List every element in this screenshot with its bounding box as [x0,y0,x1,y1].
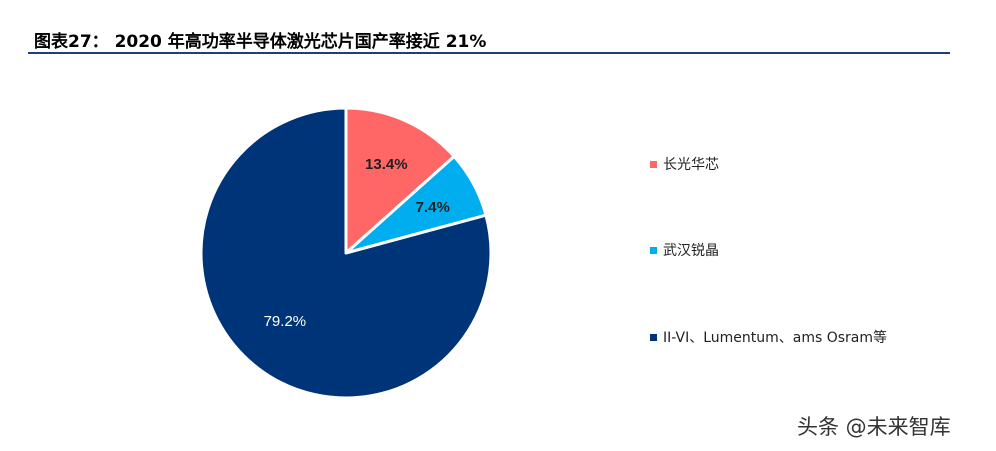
legend-swatch [650,246,657,254]
pie-slice-changguang [344,106,456,255]
pie-slices [199,106,493,400]
slice-label-wuhan-ruijing: 7.4% [416,199,450,216]
pie-slice-overseas [199,106,493,400]
legend-label: 长光华芯 [663,157,719,173]
title-underline [28,52,950,54]
chart-title: 图表27： 2020 年高功率半导体激光芯片国产率接近 21% [34,32,487,52]
legend-label: II-VI、Lumentum、ams Osram等 [663,330,887,346]
watermark: 头条 @未来智库 [797,415,951,439]
legend-label: 武汉锐晶 [663,243,719,259]
slice-label-changguang: 13.4% [365,156,408,173]
legend-swatch [650,160,657,168]
slice-label-overseas: 79.2% [264,313,307,330]
legend-item-wuhan-ruijing: 武汉锐晶 [650,240,719,260]
pie-slice-labels: 13.4% 7.4% 79.2% [264,156,450,330]
legend-swatch [650,333,657,341]
legend-item-changguang: 长光华芯 [650,154,719,174]
legend-item-overseas: II-VI、Lumentum、ams Osram等 [650,327,887,347]
